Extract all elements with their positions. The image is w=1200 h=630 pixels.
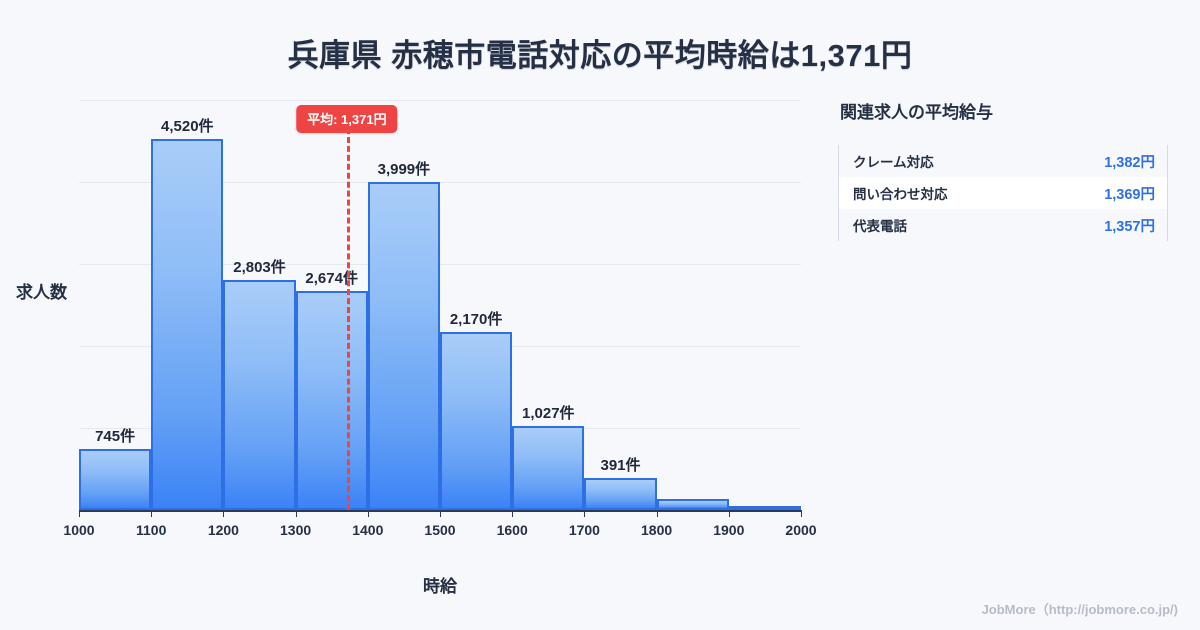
histogram-bar [584,477,657,510]
histogram-bar [440,332,513,510]
gridline [79,182,801,183]
x-axis-tick [440,510,441,517]
x-axis-tick [151,510,153,517]
table-row[interactable]: 問い合わせ対応 1,369円 [839,177,1167,209]
x-axis-tick [512,510,514,517]
x-axis-tick-label: 1200 [207,522,239,538]
histogram-bar [728,506,801,510]
related-job-label: クレーム対応 [853,155,934,170]
histogram-bar [656,499,729,510]
x-axis-tick [584,510,586,517]
x-axis-tick-label: 1500 [424,522,456,538]
related-salary-table: クレーム対応 1,382円問い合わせ対応 1,369円代表電話 1,357円 [838,145,1168,241]
x-axis-tick-label: 1700 [568,522,600,538]
bar-value-label: 3,999件 [377,161,431,179]
bar-value-label: 2,170件 [449,311,503,329]
x-axis-tick-label: 1100 [136,522,167,538]
plot-area: 745件 4,520件 2,803件 2,674件 3,999件 2,170件 1,027件… [79,100,801,510]
gridline [79,100,801,101]
x-axis-tick-label: 2000 [785,522,817,538]
x-axis-tick [656,510,658,517]
x-axis-tick [295,510,297,517]
gridline [79,264,801,265]
x-axis-tick-label: 1000 [63,522,95,538]
related-salary-heading: 関連求人の平均給与 [840,103,993,122]
bar-value-label: 391件 [600,456,641,474]
histogram-bar [512,425,585,510]
page-title: 兵庫県 赤穂市電話対応の平均時給は1,371円 [287,38,913,73]
histogram-chart: 求人数 745件 4,520件 2,803件 2,674件 3,999件 2,170件 1,… [16,100,817,596]
histogram-bar [79,448,152,510]
average-line [346,128,350,510]
x-axis-tick-label: 1400 [352,522,384,538]
bar-value-label: 4,520件 [161,118,214,136]
x-axis-tick-label: 1900 [713,522,745,538]
histogram-bar [223,280,296,510]
histogram-bar [151,139,224,510]
x-axis-tick [79,510,80,517]
histogram-bar [295,290,368,510]
bar-value-label: 745件 [95,427,136,445]
related-job-salary: 1,357円 [1104,218,1155,235]
x-axis-tick-label: 1800 [641,522,673,538]
x-axis-tick [728,510,730,517]
x-axis-tick [223,510,225,517]
y-axis-label: 求人数 [16,283,67,302]
related-salary-panel: 関連求人の平均給与 クレーム対応 1,382円問い合わせ対応 1,369円代表電話 1… [838,98,1168,241]
related-job-salary: 1,382円 [1104,154,1155,171]
related-job-label: 問い合わせ対応 [853,187,948,202]
bar-value-label: 2,803件 [233,259,286,277]
x-axis-tick-label: 1600 [496,522,528,538]
x-axis-tick [801,510,802,517]
bar-value-label: 2,674件 [305,269,358,287]
related-job-label: 代表電話 [853,219,907,234]
average-badge: 平均: 1,371円 [296,105,398,133]
table-row[interactable]: 代表電話 1,357円 [839,209,1167,241]
x-axis-label: 時給 [423,577,457,596]
table-row[interactable]: クレーム対応 1,382円 [839,145,1167,177]
x-axis-tick-label: 1300 [280,522,312,538]
bar-value-label: 1,027件 [522,404,575,422]
footer-credit: JobMore（http://jobmore.co.jp/) [981,602,1178,617]
x-axis-tick [367,510,369,517]
histogram-bar [367,182,440,510]
related-job-salary: 1,369円 [1104,186,1155,203]
